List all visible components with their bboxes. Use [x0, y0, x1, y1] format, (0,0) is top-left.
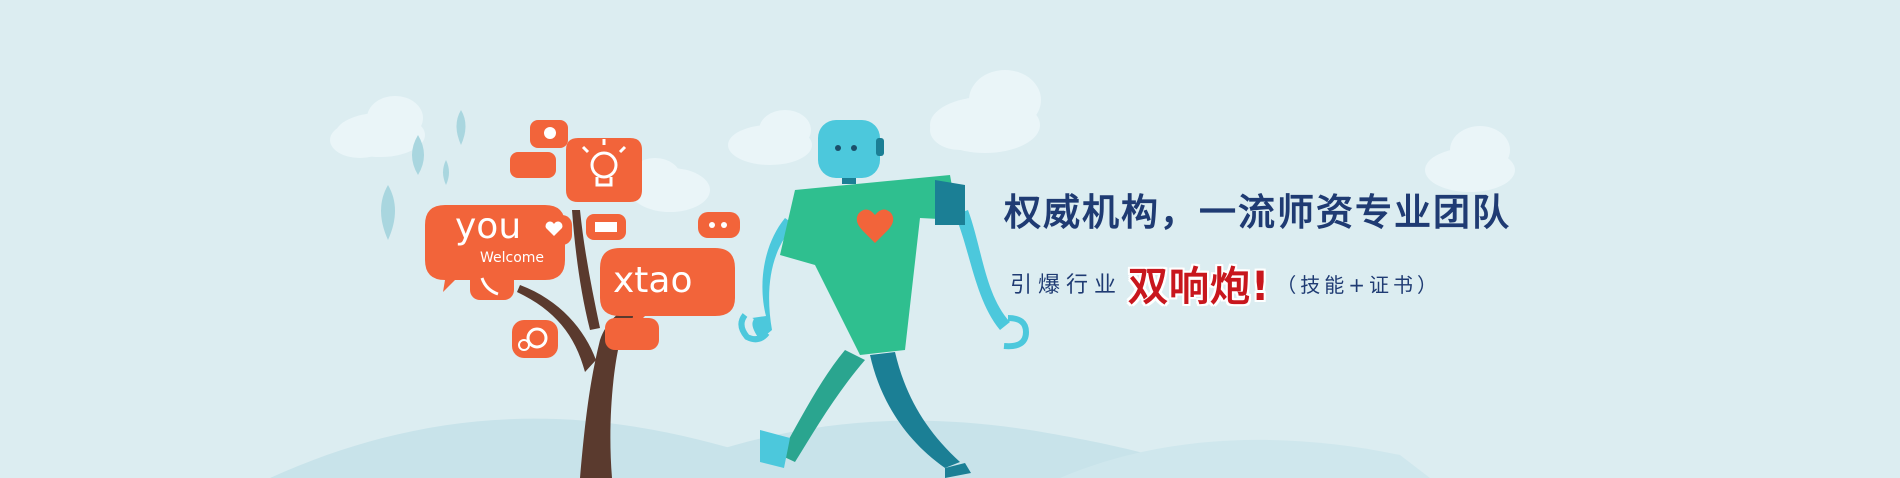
subline-highlight: 双响炮! — [1128, 264, 1271, 310]
lightbulb-bubble — [566, 138, 642, 202]
speech-bubbles: you Welcome xtao — [425, 120, 740, 358]
lightbulb-icon — [581, 139, 627, 187]
small-bubble — [510, 152, 556, 178]
heart-icon — [545, 221, 563, 236]
clouds — [330, 70, 1515, 212]
chat-bubble — [698, 212, 740, 238]
blank-bubble — [605, 318, 659, 350]
phone-icon — [480, 277, 499, 296]
phone-bubble — [470, 270, 514, 300]
gears-bubble — [512, 320, 558, 358]
tree — [517, 210, 668, 478]
raindrops — [381, 110, 466, 240]
bubble-xtao: xtao — [600, 248, 735, 330]
robot — [738, 120, 1030, 478]
subline-lead: 引爆行业 — [1010, 273, 1123, 298]
headline: 权威机构，一流师资专业团队 — [1004, 191, 1511, 234]
subline: 引爆行业 双响炮! （技能+证书） — [1010, 254, 1441, 312]
robot-heart-icon — [856, 209, 894, 243]
heart-bubble — [536, 215, 572, 245]
bubble-you-text: you — [455, 206, 521, 247]
subline-paren: （技能+证书） — [1276, 272, 1442, 297]
cat-icon — [544, 127, 556, 139]
cat-bubble — [530, 120, 568, 148]
bubble-you: you Welcome — [425, 205, 565, 292]
gears-icon — [526, 327, 548, 349]
bubble-xtao-text: xtao — [613, 260, 693, 301]
bubble-welcome-text: Welcome — [480, 250, 544, 266]
chat-icon — [709, 222, 715, 228]
hills — [270, 418, 1430, 478]
book-icon — [595, 222, 617, 232]
book-bubble — [586, 214, 626, 240]
